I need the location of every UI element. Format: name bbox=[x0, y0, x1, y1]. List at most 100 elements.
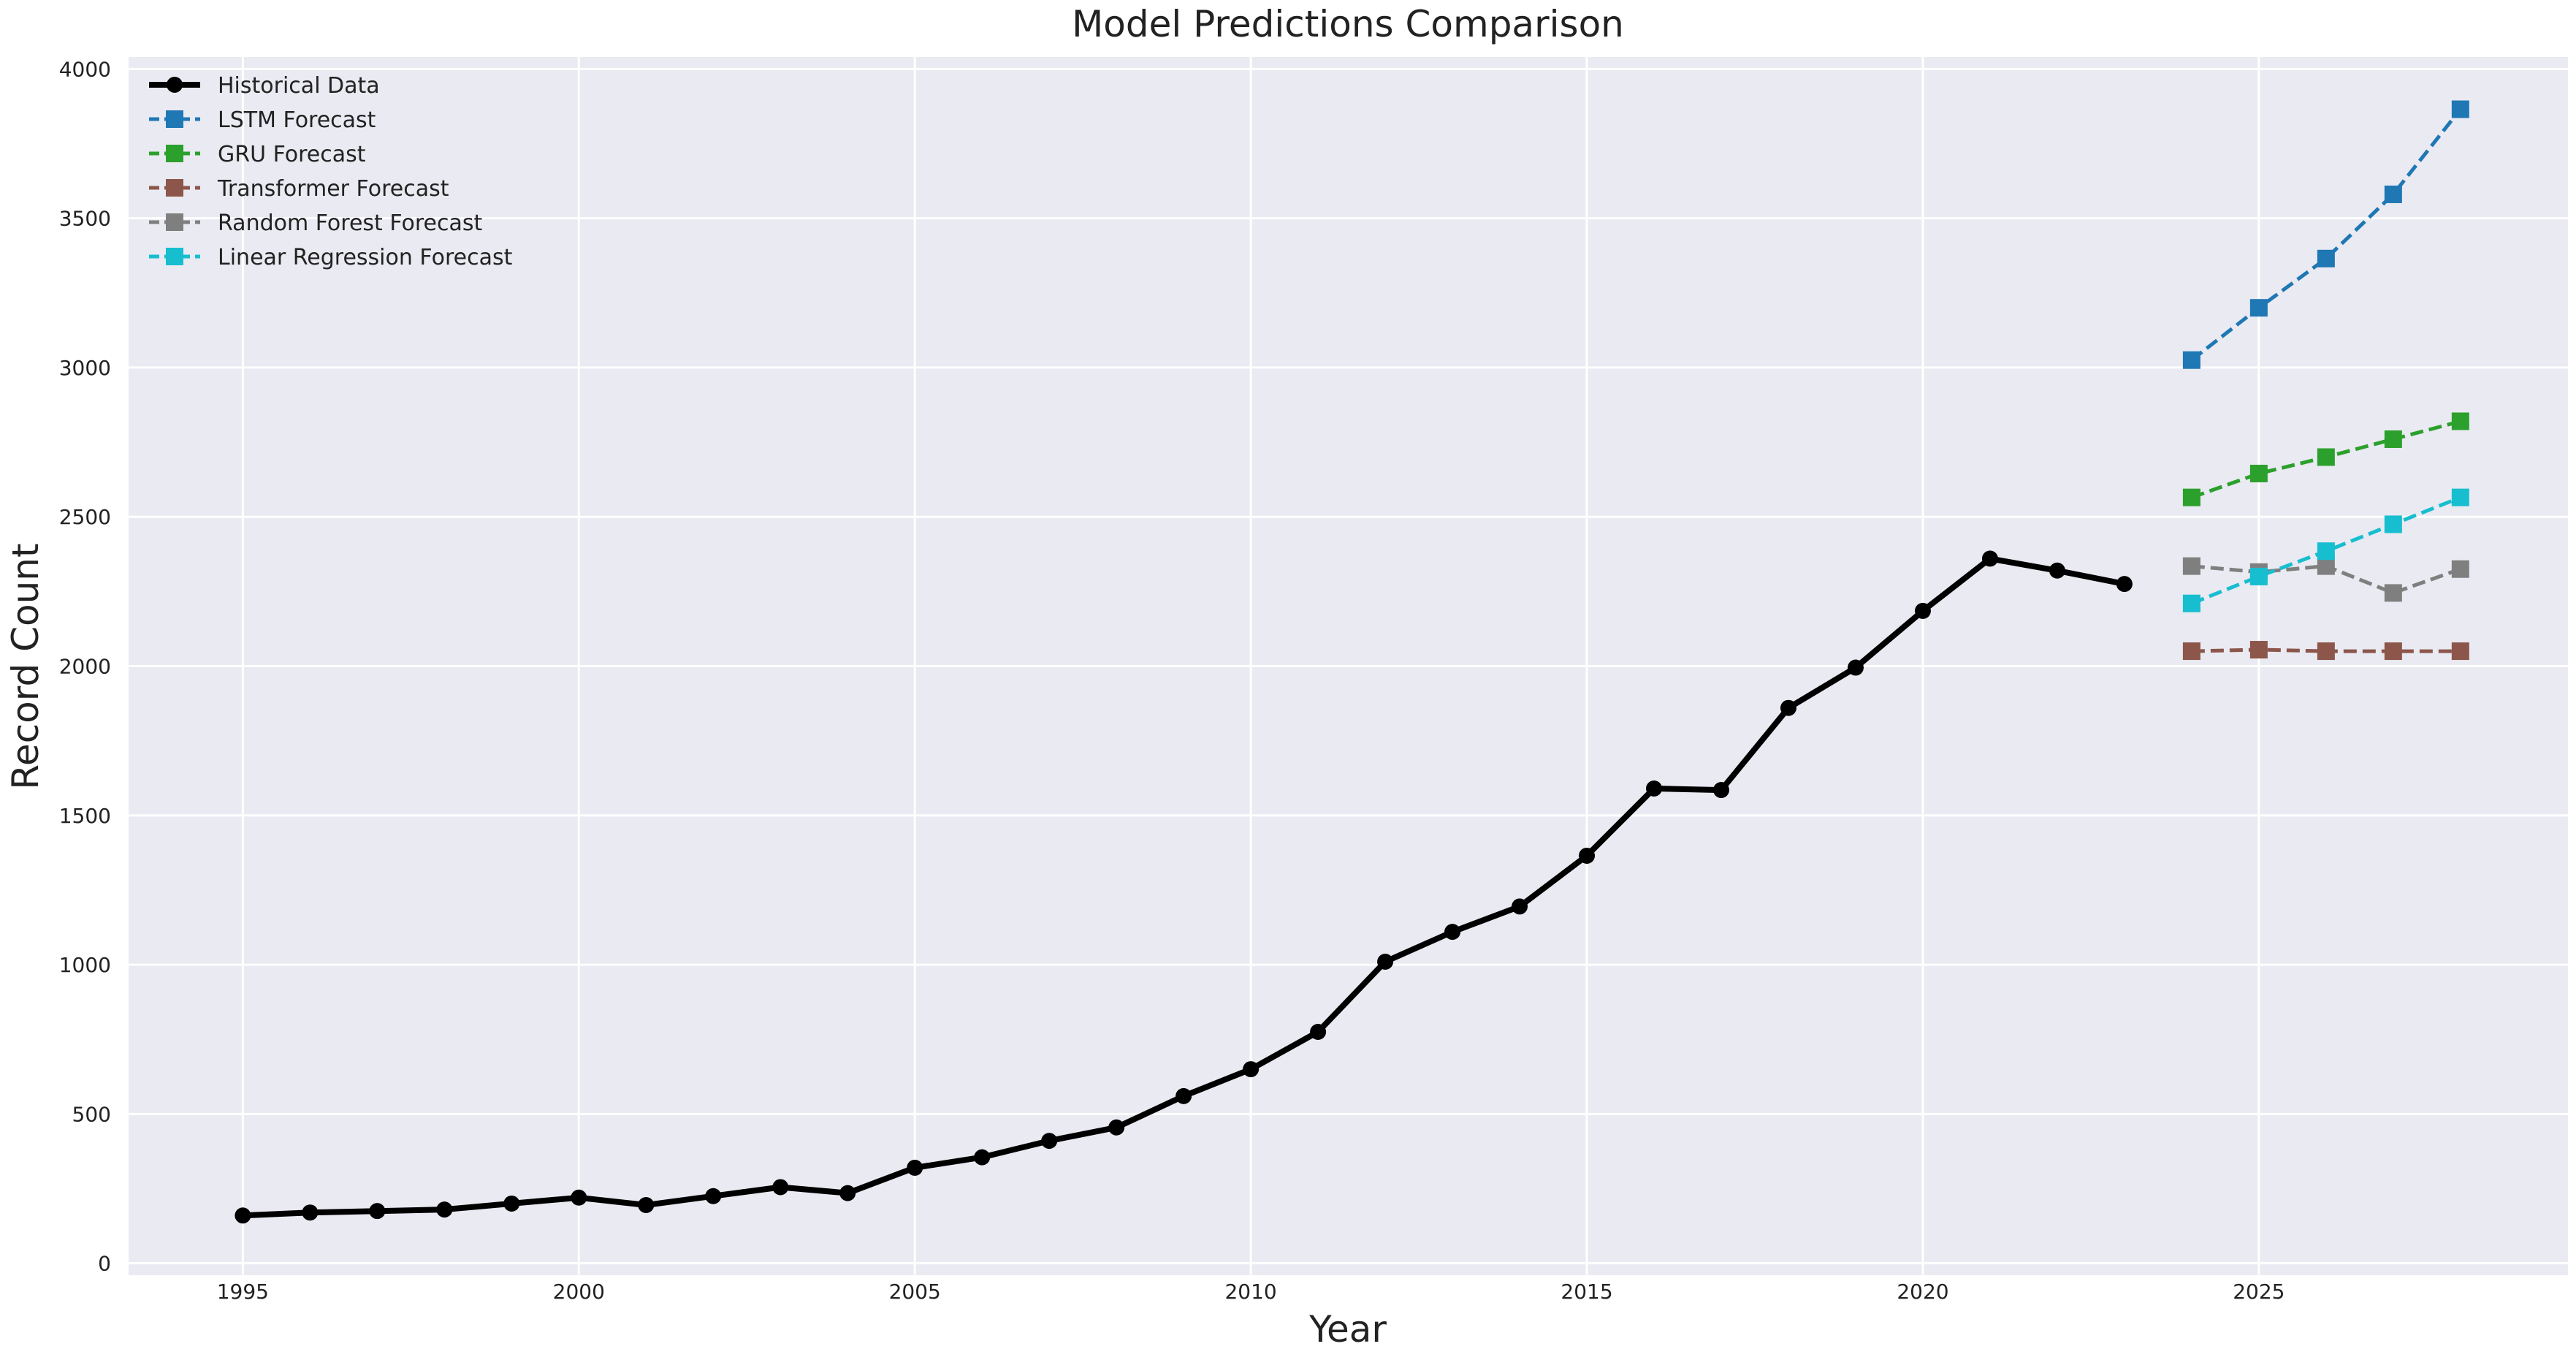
data-point bbox=[1713, 782, 1730, 799]
data-point bbox=[1981, 550, 1998, 567]
data-point bbox=[2451, 100, 2469, 118]
y-tick-label: 500 bbox=[72, 1102, 111, 1126]
series-1 bbox=[2182, 100, 2469, 369]
x-tick-label: 2000 bbox=[553, 1280, 605, 1304]
data-point bbox=[2451, 642, 2469, 661]
data-point bbox=[2116, 576, 2133, 593]
data-point bbox=[2317, 557, 2335, 575]
y-tick-label: 1000 bbox=[59, 953, 111, 977]
grid bbox=[129, 57, 2568, 1275]
data-point bbox=[772, 1179, 789, 1196]
data-point bbox=[1175, 1087, 1192, 1104]
x-tick-label: 1995 bbox=[217, 1280, 269, 1304]
data-point bbox=[1041, 1133, 1058, 1150]
data-point bbox=[1780, 699, 1796, 716]
data-point bbox=[2384, 515, 2402, 533]
data-point bbox=[1579, 847, 1596, 864]
x-tick-label: 2005 bbox=[889, 1280, 941, 1304]
data-point bbox=[2182, 488, 2200, 506]
data-point bbox=[974, 1149, 991, 1166]
legend-label: Linear Regression Forecast bbox=[218, 245, 513, 270]
legend-label: Historical Data bbox=[218, 73, 380, 99]
data-point bbox=[839, 1185, 856, 1201]
series-3 bbox=[2182, 641, 2469, 661]
legend-item: Historical Data bbox=[149, 73, 380, 99]
data-point bbox=[2384, 642, 2402, 661]
data-point bbox=[2249, 641, 2268, 659]
x-tick-label: 2025 bbox=[2233, 1280, 2285, 1304]
series-0 bbox=[235, 550, 2133, 1224]
data-point bbox=[1310, 1024, 1327, 1041]
y-tick-label: 0 bbox=[98, 1252, 111, 1276]
data-point bbox=[638, 1196, 655, 1213]
series-line bbox=[2190, 107, 2462, 362]
series-2 bbox=[2182, 412, 2469, 506]
legend-marker bbox=[167, 77, 183, 93]
data-point bbox=[503, 1195, 520, 1212]
data-point bbox=[2182, 594, 2200, 612]
data-point bbox=[2317, 249, 2335, 267]
legend-item: Linear Regression Forecast bbox=[149, 245, 513, 270]
x-tick-label: 2010 bbox=[1224, 1280, 1276, 1304]
legend: Historical Data LSTM Forecast GRU Forecast… bbox=[149, 73, 513, 270]
data-point bbox=[2384, 185, 2402, 203]
data-point bbox=[2182, 557, 2200, 575]
y-tick-label: 2500 bbox=[59, 505, 111, 529]
data-point bbox=[1646, 780, 1663, 797]
data-point bbox=[1512, 898, 1528, 915]
data-point bbox=[2249, 299, 2268, 317]
legend-item: GRU Forecast bbox=[149, 142, 366, 167]
data-point bbox=[2317, 542, 2335, 561]
y-axis-label: Record Count bbox=[4, 543, 47, 789]
data-point bbox=[2317, 448, 2335, 466]
data-point bbox=[2384, 430, 2402, 448]
series-layer bbox=[235, 100, 2469, 1224]
data-point bbox=[1847, 659, 1864, 676]
data-point bbox=[2451, 412, 2469, 430]
legend-label: Transformer Forecast bbox=[217, 176, 449, 202]
data-point bbox=[2249, 567, 2268, 585]
x-axis-label: Year bbox=[1308, 1308, 1387, 1350]
legend-marker bbox=[166, 110, 183, 128]
data-point bbox=[2182, 351, 2200, 369]
data-point bbox=[571, 1189, 587, 1206]
legend-marker bbox=[166, 213, 183, 231]
tick-labels: 1995 2000 2005 2010 2015 2020 2025 0 500 1000 1500… bbox=[59, 57, 2285, 1304]
data-point bbox=[2317, 642, 2335, 661]
legend-label: GRU Forecast bbox=[218, 142, 366, 167]
y-tick-label: 2000 bbox=[59, 655, 111, 679]
data-point bbox=[2182, 642, 2200, 661]
y-tick-label: 3500 bbox=[59, 207, 111, 231]
data-point bbox=[235, 1207, 251, 1224]
data-point bbox=[907, 1159, 923, 1176]
series-5 bbox=[2182, 488, 2469, 612]
data-point bbox=[369, 1203, 386, 1220]
data-point bbox=[705, 1188, 722, 1204]
legend-marker bbox=[166, 179, 183, 197]
data-point bbox=[1914, 602, 1931, 619]
legend-label: LSTM Forecast bbox=[218, 107, 376, 133]
legend-label: Random Forest Forecast bbox=[218, 210, 483, 236]
data-point bbox=[436, 1201, 453, 1218]
data-point bbox=[2451, 488, 2469, 506]
legend-item: LSTM Forecast bbox=[149, 107, 376, 133]
data-point bbox=[2451, 560, 2469, 578]
data-point bbox=[302, 1204, 319, 1221]
data-point bbox=[1108, 1119, 1125, 1136]
data-point bbox=[2249, 464, 2268, 482]
x-tick-label: 2015 bbox=[1561, 1280, 1612, 1304]
chart-title: Model Predictions Comparison bbox=[1072, 3, 1624, 45]
data-point bbox=[2384, 584, 2402, 602]
legend-marker bbox=[166, 248, 183, 265]
legend-item: Random Forest Forecast bbox=[149, 210, 483, 236]
data-point bbox=[2049, 562, 2065, 579]
y-tick-label: 3000 bbox=[59, 356, 111, 380]
data-point bbox=[1444, 924, 1461, 941]
y-tick-label: 4000 bbox=[59, 57, 111, 81]
legend-item: Transformer Forecast bbox=[149, 176, 449, 202]
data-point bbox=[1243, 1061, 1260, 1078]
y-tick-label: 1500 bbox=[59, 804, 111, 828]
legend-marker bbox=[166, 145, 183, 162]
